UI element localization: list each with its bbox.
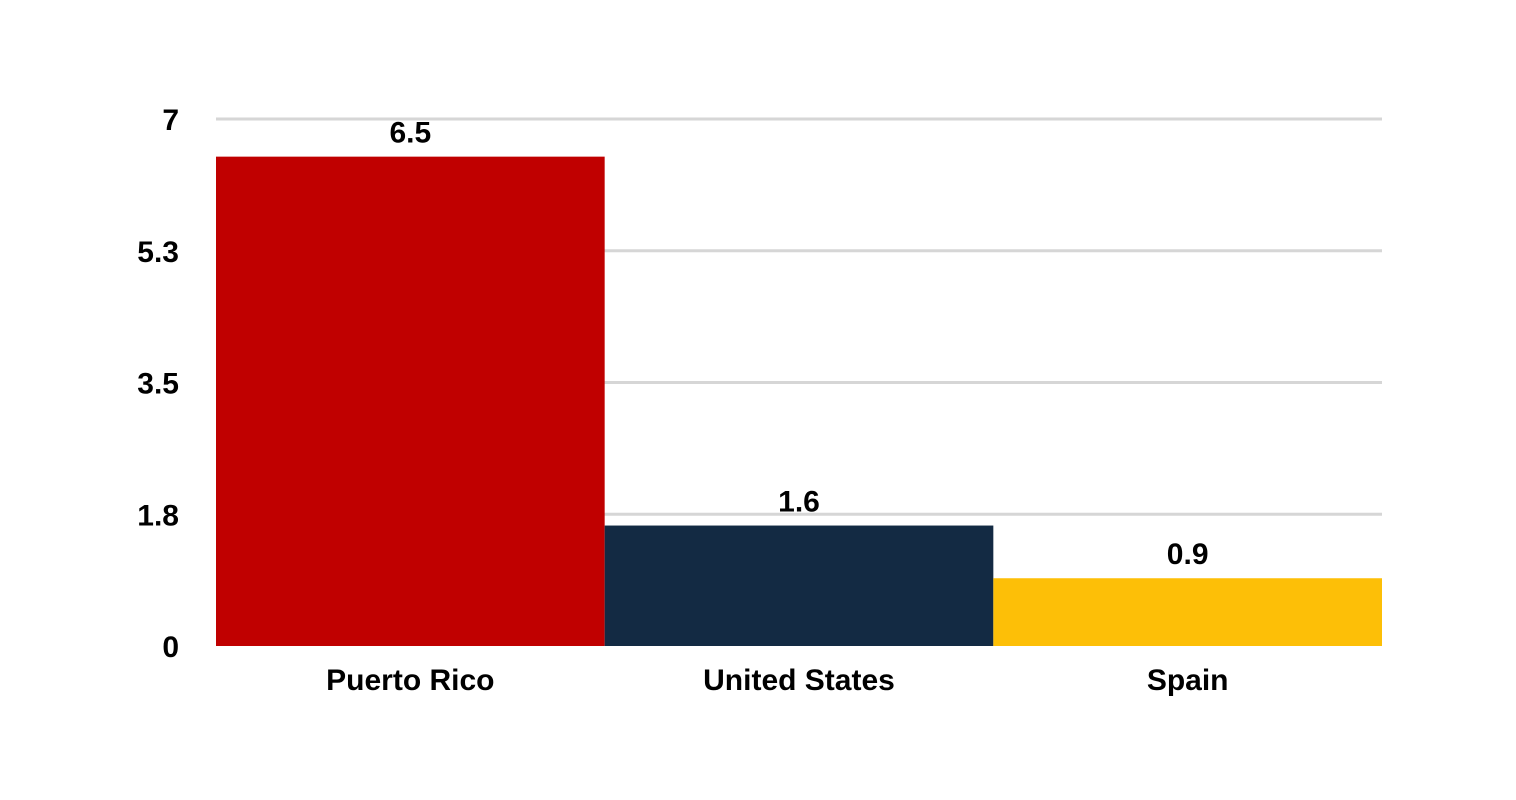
bar-united-states — [604, 525, 994, 646]
y-tick-label: 0 — [162, 631, 179, 664]
x-category-label: United States — [703, 664, 895, 697]
value-label: 6.5 — [389, 117, 431, 150]
bar-puerto-rico — [216, 156, 605, 646]
y-tick-label: 7 — [162, 104, 179, 137]
value-label: 1.6 — [778, 486, 820, 519]
y-tick-label: 5.3 — [137, 236, 179, 269]
bars — [216, 156, 1382, 646]
y-tick-label: 3.5 — [137, 368, 179, 401]
x-category-label: Puerto Rico — [326, 664, 494, 697]
y-tick-label: 1.8 — [137, 499, 179, 532]
value-label: 0.9 — [1167, 538, 1209, 571]
x-axis-categories: Puerto Rico United States Spain — [326, 664, 1228, 697]
x-category-label: Spain — [1147, 664, 1229, 697]
bar-spain — [993, 578, 1382, 646]
y-axis-ticks: 0 1.8 3.5 5.3 7 — [137, 104, 179, 664]
value-labels: 6.5 1.6 0.9 — [389, 117, 1208, 572]
